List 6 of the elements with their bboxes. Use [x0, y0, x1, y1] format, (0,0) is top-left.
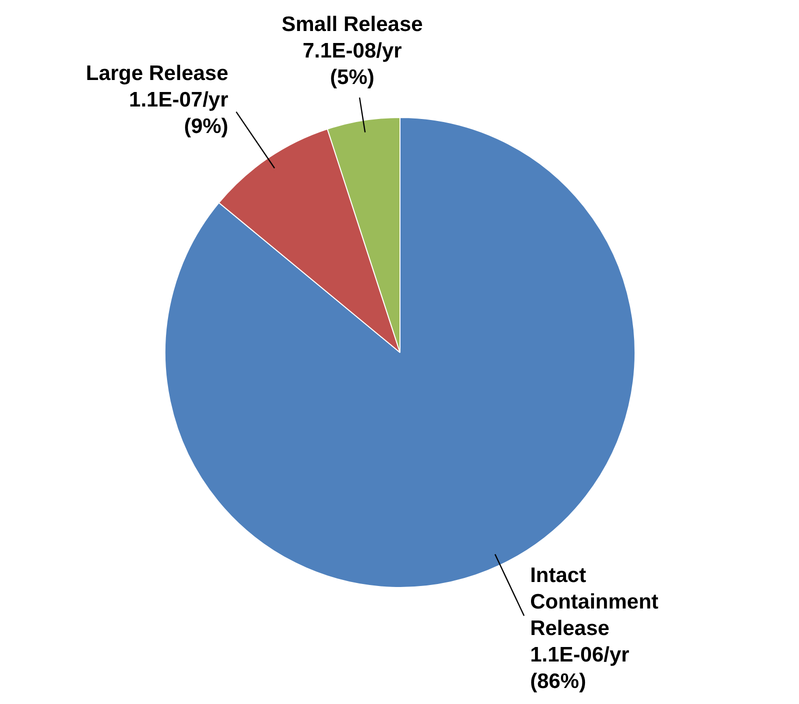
- slice-label: Intact Containment Release: [530, 564, 658, 640]
- slice-label: Large Release: [86, 62, 228, 86]
- data-label: 1.1E-07/yr (9%): [129, 88, 228, 138]
- data-label: 7.1E-08/yr (5%): [302, 40, 402, 90]
- slice-label: Small Release: [282, 13, 423, 36]
- data-label: 1.1E-06/yr (86%): [530, 643, 630, 693]
